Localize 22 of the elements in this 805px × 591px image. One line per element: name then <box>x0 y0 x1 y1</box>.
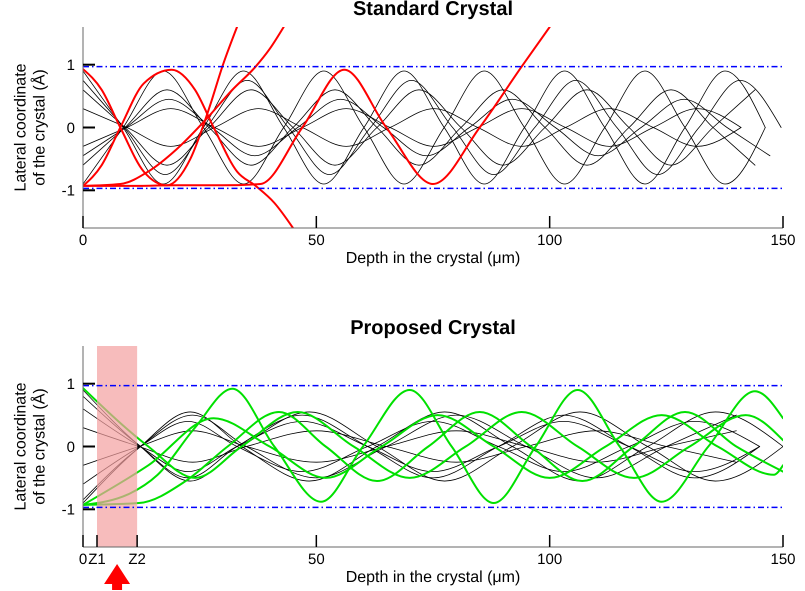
chart-title: Proposed Crystal <box>350 317 516 339</box>
x-tick-label: 100 <box>537 232 562 249</box>
chart-title: Standard Crystal <box>352 0 514 20</box>
x-tick-label: Z2 <box>128 551 146 568</box>
x-tick-label: 0 <box>78 232 88 249</box>
y-tick-label: 0 <box>66 438 75 456</box>
y-axis-title: Lateral coordinate of the crystal (Å) <box>12 382 49 511</box>
x-tick-label: 0 <box>78 551 88 568</box>
y-tick-label: 1 <box>66 376 75 393</box>
x-tick-label: 150 <box>770 232 796 249</box>
y-tick-label: 0 <box>66 120 75 137</box>
y-tick-label: -1 <box>62 502 75 519</box>
x-axis-title: Depth in the crystal (μm) <box>346 250 520 267</box>
x-tick-label: Z1 <box>88 551 106 568</box>
y-tick-label: 1 <box>66 56 75 74</box>
x-tick-label: 150 <box>770 551 796 568</box>
x-tick-label: 50 <box>308 232 325 249</box>
y-tick-label: -1 <box>62 182 75 200</box>
x-tick-label: 100 <box>537 551 562 568</box>
y-axis-title: Lateral coordinate of the crystal (Å) <box>12 63 49 192</box>
x-axis-title: Depth in the crystal (μm) <box>346 569 520 586</box>
x-tick-label: 50 <box>308 551 325 568</box>
